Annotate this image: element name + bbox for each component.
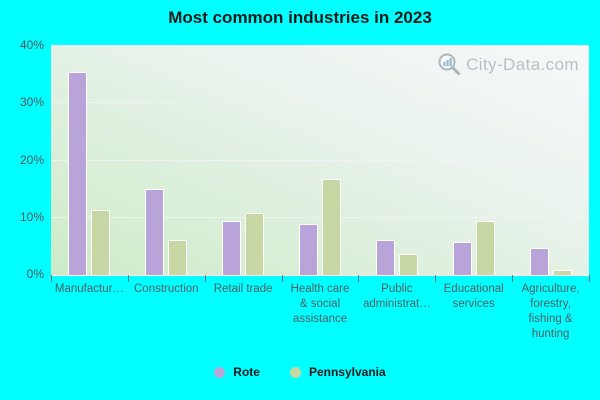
bar-pennsylvania-3 xyxy=(245,213,265,275)
legend: Rote Pennsylvania xyxy=(0,365,600,379)
x-category-label-6: Educational services xyxy=(443,283,504,310)
bar-pennsylvania-2 xyxy=(168,239,188,275)
bar-pennsylvania-7 xyxy=(552,270,572,275)
y-tick-label-0: 0% xyxy=(26,267,44,281)
x-axis-tick xyxy=(281,275,283,282)
legend-label-rote: Rote xyxy=(233,365,260,379)
y-tick-label-40: 40% xyxy=(19,38,44,52)
x-category-label-2: Construction xyxy=(134,283,199,295)
x-category-label-7: Agriculture, forestry, fishing & hunting xyxy=(521,283,580,340)
bar-rote-5 xyxy=(375,240,395,275)
legend-dot-pennsylvania xyxy=(289,366,301,378)
x-axis-tick xyxy=(204,275,206,282)
legend-item-pennsylvania: Pennsylvania xyxy=(289,365,386,379)
bar-pennsylvania-4 xyxy=(322,178,341,275)
bar-pennsylvania-5 xyxy=(398,253,418,275)
x-axis-tick xyxy=(358,275,360,282)
x-axis-tick xyxy=(51,275,52,282)
y-tick-label-10: 10% xyxy=(19,209,44,224)
x-axis-tick xyxy=(435,275,437,282)
x-axis-tick xyxy=(127,275,129,282)
x-axis-tick xyxy=(589,275,590,282)
bar-rote-2 xyxy=(145,189,165,275)
gridline-30 xyxy=(51,102,589,104)
bar-rote-3 xyxy=(222,221,242,275)
y-tick-label-30: 30% xyxy=(19,95,44,110)
chart-title: Most common industries in 2023 xyxy=(168,8,432,27)
bar-pennsylvania-6 xyxy=(475,220,495,275)
bar-rote-6 xyxy=(452,242,472,275)
gridline-20 xyxy=(51,159,589,161)
bar-rote-7 xyxy=(529,247,549,275)
plot-area: City-Data.com xyxy=(51,45,589,276)
x-axis-tick xyxy=(512,275,514,282)
bar-pennsylvania-1 xyxy=(91,210,111,275)
watermark-text: City-Data.com xyxy=(466,54,579,74)
gridline-10 xyxy=(51,216,589,218)
legend-dot-rote xyxy=(214,366,226,378)
watermark: City-Data.com xyxy=(437,52,579,77)
bar-rote-4 xyxy=(299,224,318,275)
legend-label-pennsylvania: Pennsylvania xyxy=(308,365,386,379)
bar-rote-1 xyxy=(68,71,88,275)
x-category-label-3: Retail trade xyxy=(213,283,273,295)
x-category-label-4: Health care & social assistance xyxy=(290,283,350,325)
x-category-label-1: Manufactur… xyxy=(54,283,124,295)
magnifier-chart-icon xyxy=(438,53,461,76)
x-category-label-5: Public administrat… xyxy=(362,283,431,310)
y-tick-label-20: 20% xyxy=(19,152,44,167)
legend-item-rote: Rote xyxy=(214,365,260,379)
gridline-40 xyxy=(51,45,589,46)
